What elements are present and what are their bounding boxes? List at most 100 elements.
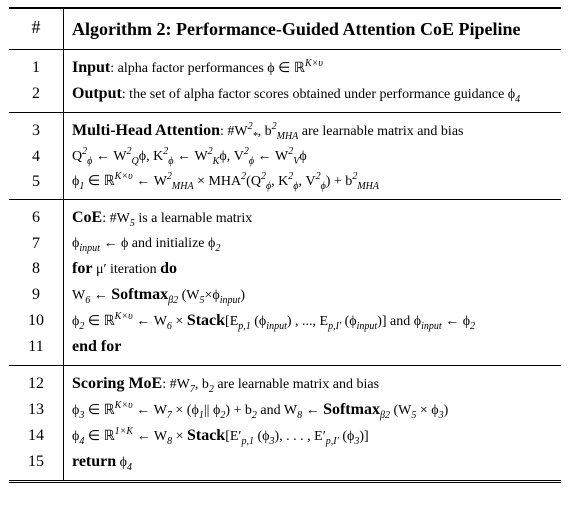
line-part: ← W [132,403,167,418]
line-part: 2 [241,171,247,182]
algorithm-line: 2 Output: the set of alpha factor scores … [9,81,561,113]
line-text: ϕ4 ∈ ℝ1×K ← W8 × Stack[E′p,1 (ϕ3), . . .… [64,423,562,449]
line-text: ϕ2 ∈ ℝK×υ ← W6 × Stack[Ep,1 (ϕinput) , .… [64,308,562,334]
line-part: × [171,314,187,329]
line-part: 8 [167,436,173,447]
line-part: )] [359,429,369,444]
line-number: 3 [9,112,64,144]
line-part: 8 [297,410,303,421]
line-part: are learnable matrix and bias [298,124,464,139]
line-part: ← W [173,149,208,164]
algorithm-line: 8 for μ′ iteration do [9,256,561,282]
line-part: 5 [411,410,417,421]
line-part: 6 [85,295,91,306]
line-part: : the set of alpha factor scores obtaine… [121,87,516,102]
line-part: input [356,321,378,332]
algorithm-line: 9 W6 ← Softmaxβ2 (W5×ϕinput) [9,282,561,308]
line-number: 15 [9,449,64,482]
line-part: 2 [166,171,172,182]
line-part: 2 [220,410,226,421]
algorithm-line: 3 Multi-Head Attention: #W2*, b2MHA are l… [9,112,562,145]
line-part: input [79,243,100,254]
line-part: input [266,321,287,332]
line-part: 2 [247,121,253,132]
line-part: , K [271,174,289,189]
line-part: ← W [254,149,289,164]
line-text: Multi-Head Attention: #W2*, b2MHA are le… [64,113,562,145]
line-part: 2 [207,146,213,157]
line-part: MHA [171,181,194,192]
line-part: is a learnable matrix [134,211,253,226]
line-part: K×υ [114,311,133,322]
line-part: V [293,156,300,167]
line-part: * [252,131,258,142]
line-part: W [72,288,86,303]
line-text: ϕinput ← ϕ and initialize ϕ2 [64,231,562,256]
line-number: 5 [9,169,64,200]
algorithm-line: 15 return ϕ4 [9,449,561,482]
line-part: , b [194,377,209,392]
line-part: MHA [276,131,299,142]
line-part: 7 [189,384,195,395]
line-part: × MHA [193,174,242,189]
line-part: 2 [215,243,221,254]
line-part: Scoring MoE [72,375,163,392]
line-number: 11 [9,334,64,366]
line-number: 1 [9,49,64,81]
algorithm-box: # Algorithm 2: Performance-Guided Attent… [9,7,561,483]
line-part: ), . . . , E′ [274,429,326,444]
algorithm-line: 5 ϕ1 ∈ ℝK×υ ← W2MHA × MHA2(Q2ϕ, K2ϕ, V2ϕ)… [9,169,561,200]
line-part: ) + b [225,403,252,418]
line-part: ϕ [72,314,80,329]
line-part: Input [72,59,111,76]
line-part: [E [225,314,239,329]
line-part: ) + b [325,174,353,189]
line-part: 5 [129,218,135,229]
line-part: ∈ ℝ [84,174,115,189]
line-part: ϕ [87,156,93,167]
line-part: ∈ ℝ [84,314,115,329]
line-part: 2 [288,171,294,182]
line-part: ϕ [72,403,80,418]
line-part: 3 [79,410,85,421]
line-part: 2 [352,171,358,182]
algorithm-section: 1 Input: alpha factor performances ϕ ∈ ℝK… [9,49,561,113]
line-text: return ϕ4 [64,449,562,482]
line-part: ← [90,288,112,303]
line-part: Output [72,85,122,102]
line-text: ϕ3 ∈ ℝK×υ ← W7 × (ϕ1|| ϕ2) + b2 and W8 ←… [64,397,562,423]
line-part: ← W [132,174,167,189]
line-part: 2 [208,384,214,395]
line-part: 4 [515,94,521,105]
line-part: : #W [102,211,130,226]
line-part: 2 [163,146,169,157]
line-part: , V [298,174,316,189]
number-label: # [9,8,64,50]
line-text: end for [64,334,562,366]
line-part: : #W [220,124,248,139]
line-part: ϕ [248,156,254,167]
line-part: 4 [79,436,85,447]
line-part: 2 [260,171,266,182]
line-part: 2 [79,321,85,332]
algorithm-line: 1 Input: alpha factor performances ϕ ∈ ℝK… [9,49,561,81]
line-number: 4 [9,144,64,169]
line-part: (W [389,403,412,418]
line-part: ) [240,288,245,303]
line-text: Scoring MoE: #W7, b2 are learnable matri… [64,366,562,398]
algorithm-section: 3 Multi-Head Attention: #W2*, b2MHA are l… [9,112,562,200]
line-part: ϕ [72,429,80,444]
line-part: K×υ [304,58,323,69]
line-part: ϕ [72,236,80,251]
line-part: end for [72,338,122,355]
line-part: : alpha factor performances ϕ ∈ ℝ [110,61,305,76]
line-number: 8 [9,256,64,282]
line-part: ) , ..., E [286,314,329,329]
line-part: (Q [246,174,261,189]
line-part: return [72,453,117,470]
line-part: 2 [470,321,476,332]
line-part: ← W [92,149,127,164]
line-part: p,1 [238,321,251,332]
line-number: 9 [9,282,64,308]
line-number: 12 [9,365,64,397]
